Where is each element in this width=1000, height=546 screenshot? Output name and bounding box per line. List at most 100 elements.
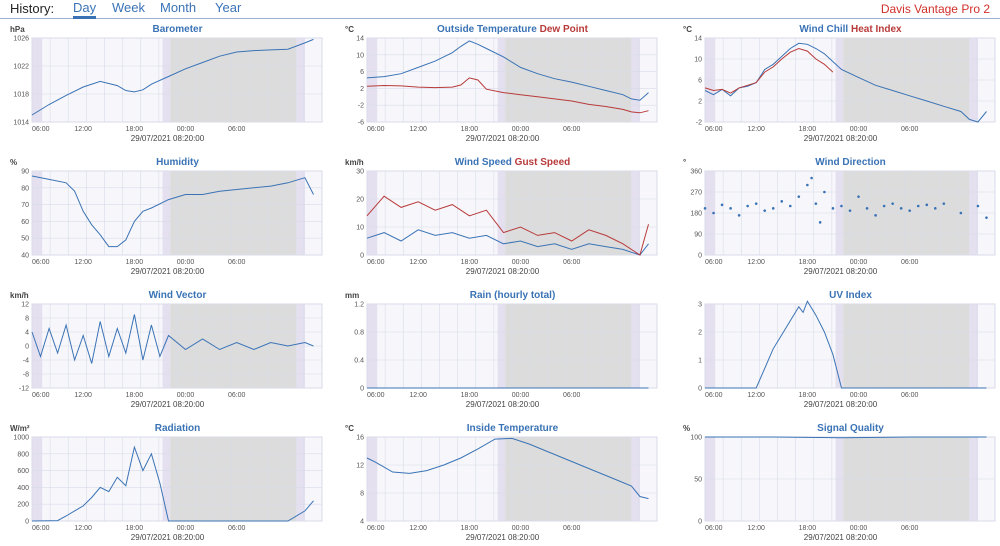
tab-month[interactable]: Month — [160, 0, 197, 15]
y-tick-label: 1026 — [13, 36, 29, 43]
chart-timestamp: 29/07/2021 08:20:00 — [804, 134, 878, 143]
chart-title-part: Radiation — [155, 423, 201, 434]
chart-timestamp: 29/07/2021 08:20:00 — [131, 400, 205, 409]
x-tick-label: 06:00 — [901, 259, 919, 266]
series-line-gust-speed — [366, 195, 649, 256]
chart-unit: hPa — [10, 25, 25, 34]
dusk-band — [162, 171, 171, 255]
x-tick-label: 18:00 — [126, 392, 144, 399]
x-tick-label: 18:00 — [799, 525, 817, 532]
data-point — [857, 195, 860, 198]
series-line-radiation — [31, 445, 314, 522]
chart-title: Signal Quality — [817, 423, 884, 434]
y-tick-label: 600 — [17, 468, 29, 475]
x-tick-label: 00:00 — [177, 392, 195, 399]
chart-title-part: Inside Temperature — [467, 423, 559, 434]
data-point — [899, 207, 903, 210]
data-point — [814, 202, 818, 205]
chart-wind-vector: Wind Vector km/h -12 -8 -4 0 4 8 12 06:00 12:00 18:… — [10, 290, 323, 409]
chart-unit: % — [10, 158, 17, 167]
station-name: Davis Vantage Pro 2 — [880, 2, 990, 16]
chart-title: Wind Direction — [815, 157, 885, 168]
x-tick-label: 18:00 — [126, 126, 144, 133]
y-tick-label: 10 — [356, 52, 364, 59]
dawn-band — [367, 171, 378, 255]
y-tick-label: 1022 — [13, 64, 29, 71]
dawn-band — [367, 38, 378, 122]
y-tick-label: -6 — [358, 120, 364, 127]
data-point — [908, 209, 912, 212]
dawn-band — [32, 437, 43, 521]
x-tick-label: 00:00 — [512, 259, 530, 266]
y-tick-label: 40 — [21, 253, 29, 260]
night-band — [170, 437, 297, 521]
y-tick-label: 14 — [694, 36, 702, 43]
x-tick-label: 12:00 — [74, 525, 92, 532]
x-tick-label: 06:00 — [901, 126, 919, 133]
night-band — [505, 437, 632, 521]
x-tick-label: 00:00 — [177, 525, 195, 532]
x-tick-label: 18:00 — [799, 392, 817, 399]
x-tick-label: 12:00 — [747, 392, 765, 399]
tab-year[interactable]: Year — [215, 0, 242, 15]
dawn-band — [296, 437, 305, 521]
series-line-uv-index — [705, 300, 987, 389]
chart-title-part: Wind Chill — [799, 24, 848, 35]
tab-week[interactable]: Week — [112, 0, 145, 15]
chart-title: Outside Temperature Dew Point — [437, 24, 589, 35]
x-tick-label: 18:00 — [461, 259, 479, 266]
chart-title-part: Wind Speed — [455, 157, 512, 168]
x-tick-label: 00:00 — [177, 259, 195, 266]
x-tick-label: 18:00 — [126, 525, 144, 532]
y-tick-label: 1000 — [13, 435, 29, 442]
data-point — [942, 202, 946, 205]
chart-title-part: Outside Temperature — [437, 24, 537, 35]
chart-timestamp: 29/07/2021 08:20:00 — [131, 267, 205, 276]
chart-title-part: Wind Direction — [815, 157, 885, 168]
x-tick-label: 06:00 — [367, 392, 385, 399]
y-tick-label: 2 — [698, 330, 702, 337]
data-point — [729, 207, 732, 210]
x-tick-label: 00:00 — [512, 126, 530, 133]
y-tick-label: 180 — [690, 211, 702, 218]
y-tick-label: -2 — [358, 103, 364, 110]
data-point — [763, 209, 767, 212]
x-tick-label: 06:00 — [367, 525, 385, 532]
chart-title-part: Heat Index — [848, 24, 902, 35]
dawn-band — [367, 437, 378, 521]
series-line-signal-quality — [705, 436, 987, 439]
data-point — [933, 207, 937, 210]
y-tick-label: 12 — [21, 302, 29, 309]
dawn-band — [367, 304, 378, 388]
chart-title: Barometer — [152, 24, 202, 35]
x-tick-label: 12:00 — [747, 126, 765, 133]
dawn-band — [631, 171, 640, 255]
x-tick-label: 18:00 — [461, 126, 479, 133]
dawn-band — [705, 304, 716, 388]
y-tick-label: 1014 — [13, 120, 29, 127]
x-tick-label: 00:00 — [512, 525, 530, 532]
tab-day[interactable]: Day — [73, 0, 97, 19]
data-point — [797, 195, 801, 198]
y-tick-label: 90 — [21, 169, 29, 176]
chart-title: Wind Chill Heat Index — [799, 24, 902, 35]
night-band — [505, 38, 632, 122]
data-point — [865, 207, 869, 210]
x-tick-label: 06:00 — [705, 392, 723, 399]
y-tick-label: 400 — [17, 485, 29, 492]
chart-barometer: Barometer hPa 1014 1018 1022 1026 06:00 12:00 18… — [10, 24, 323, 143]
y-tick-label: 2 — [360, 86, 364, 93]
chart-title: Wind Vector — [149, 290, 207, 301]
chart-humidity: Humidity% 40 50 60 70 80 90 06:00 12:00 18:00 00:0… — [10, 157, 323, 276]
y-tick-label: 0.8 — [354, 330, 364, 337]
chart-unit: ° — [683, 158, 686, 167]
series-line-outside-temperature — [366, 40, 649, 101]
x-tick-label: 06:00 — [228, 525, 246, 532]
dusk-band — [497, 304, 506, 388]
data-point — [810, 176, 813, 180]
night-band — [505, 171, 632, 255]
y-tick-label: 0 — [698, 386, 702, 393]
history-label: History: — [10, 1, 55, 16]
dawn-band — [631, 304, 640, 388]
night-band — [170, 38, 297, 122]
